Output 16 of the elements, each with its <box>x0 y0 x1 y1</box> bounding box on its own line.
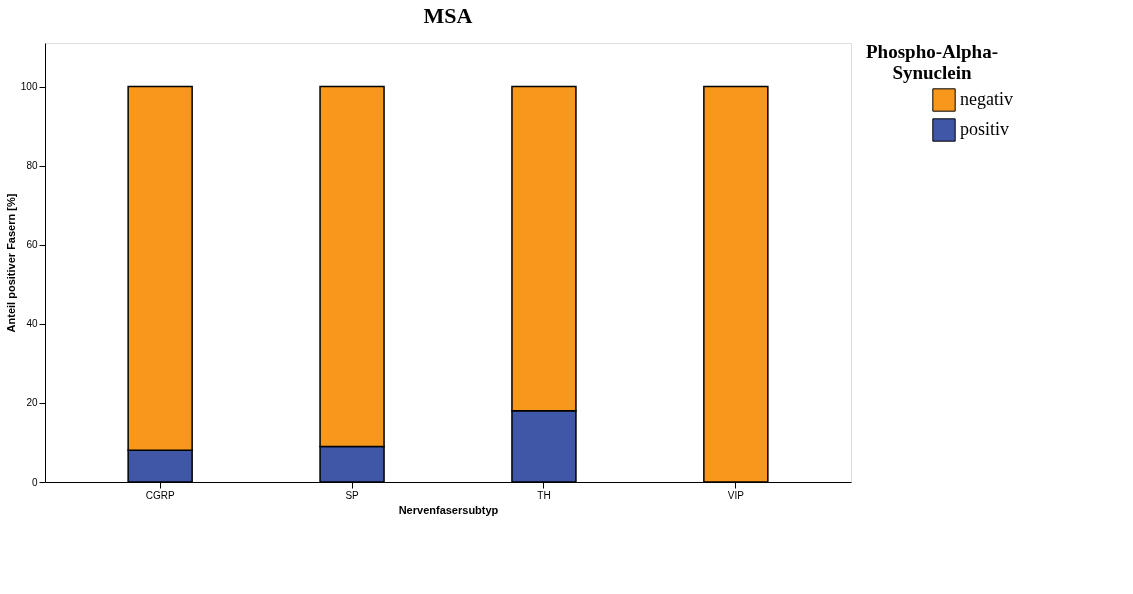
legend-label: positiv <box>960 119 1010 139</box>
x-tick-label: TH <box>537 489 551 501</box>
x-tick-label: VIP <box>727 489 745 501</box>
chart-title: MSA <box>423 3 473 28</box>
y-tick-label: 20 <box>26 397 38 409</box>
y-tick-label: 40 <box>26 318 38 330</box>
y-tick-label: 60 <box>26 239 38 251</box>
x-tick-label: CGRP <box>145 489 175 501</box>
y-tick-label: 0 <box>31 476 38 488</box>
legend-label: negativ <box>960 89 1013 109</box>
x-axis-title: Nervenfasersubtyp <box>398 503 499 516</box>
legend-title: Phospho-Alpha- Synuclein <box>866 41 998 83</box>
y-tick-label: 80 <box>26 160 38 172</box>
y-tick-label: 100 <box>20 81 38 92</box>
y-axis-title: Anteil positiver Fasern [%] <box>4 193 17 333</box>
x-tick-label: SP <box>345 489 360 501</box>
